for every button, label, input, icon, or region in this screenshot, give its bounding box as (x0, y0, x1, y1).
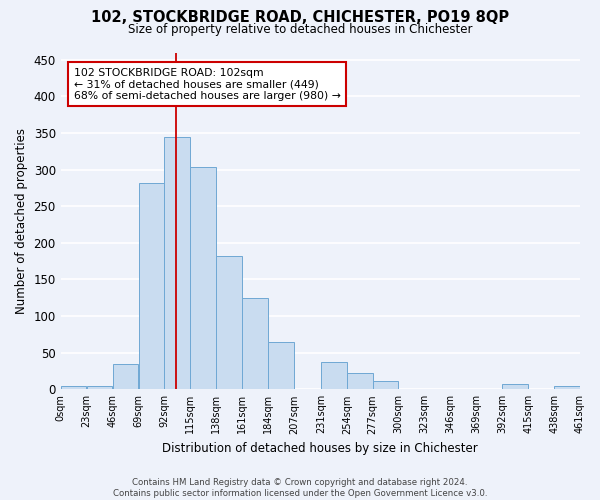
Bar (164, 136, 190, 390)
Text: Size of property relative to detached houses in Chichester: Size of property relative to detached ho… (128, 22, 472, 36)
Bar (268, 342, 293, 390)
Text: 102 STOCKBRIDGE ROAD: 102sqm
← 31% of detached houses are smaller (449)
68% of s: 102 STOCKBRIDGE ROAD: 102sqm ← 31% of de… (74, 68, 341, 101)
Bar (139, 183, 164, 390)
Bar (554, 386, 580, 390)
Bar (347, 373, 373, 390)
Y-axis label: Number of detached properties: Number of detached properties (15, 128, 28, 314)
Bar (113, 364, 138, 390)
Bar (87, 386, 112, 390)
Bar (373, 380, 398, 390)
Text: 102, STOCKBRIDGE ROAD, CHICHESTER, PO19 8QP: 102, STOCKBRIDGE ROAD, CHICHESTER, PO19 … (91, 10, 509, 25)
Bar (216, 256, 242, 390)
Bar (242, 298, 268, 390)
Bar (61, 386, 86, 390)
Bar (502, 384, 528, 390)
Text: Contains HM Land Registry data © Crown copyright and database right 2024.
Contai: Contains HM Land Registry data © Crown c… (113, 478, 487, 498)
Bar (190, 168, 216, 390)
Bar (321, 362, 347, 390)
X-axis label: Distribution of detached houses by size in Chichester: Distribution of detached houses by size … (163, 442, 478, 455)
